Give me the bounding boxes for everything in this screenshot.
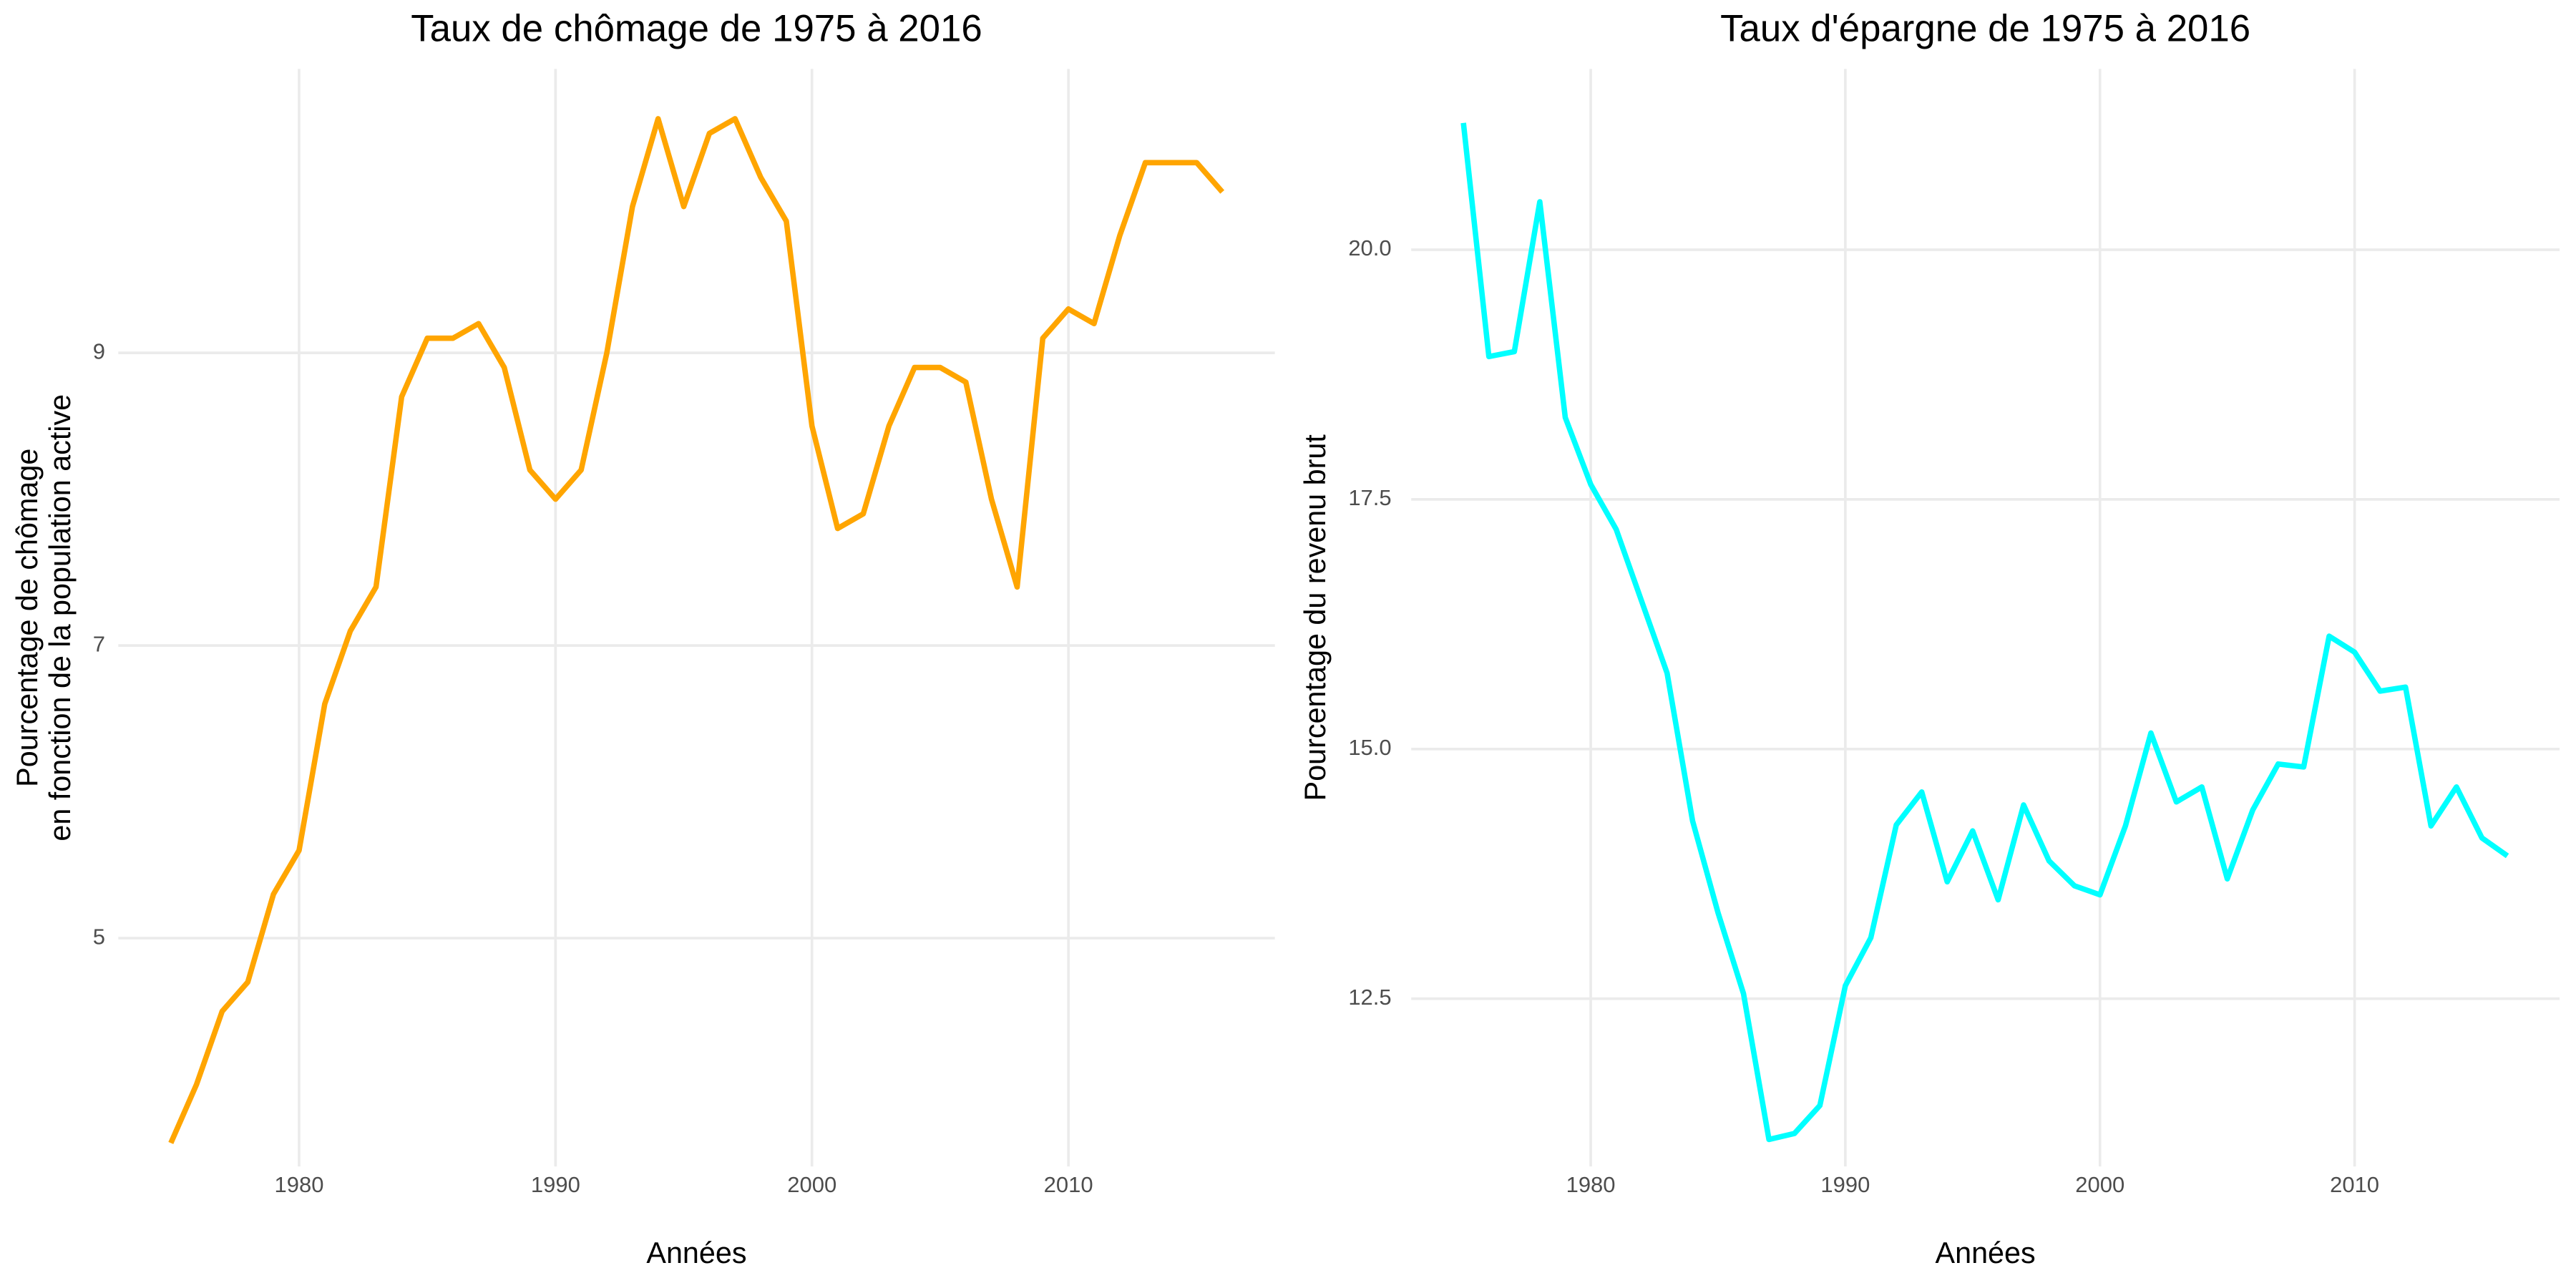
x-tick-label: 2000 bbox=[2075, 1172, 2124, 1197]
x-tick-label: 1980 bbox=[1566, 1172, 1616, 1197]
chart-title: Taux de chômage de 1975 à 2016 bbox=[411, 8, 982, 50]
x-tick-label: 2010 bbox=[1044, 1172, 1093, 1197]
x-tick-label: 2010 bbox=[2330, 1172, 2379, 1197]
y-tick-label: 9 bbox=[93, 338, 105, 364]
x-tick-label: 1990 bbox=[531, 1172, 580, 1197]
y-axis-title: Pourcentage de chômage bbox=[11, 449, 44, 787]
x-tick-label: 1980 bbox=[275, 1172, 324, 1197]
y-axis-title: en fonction de la population active bbox=[44, 394, 77, 841]
y-tick-label: 5 bbox=[93, 924, 105, 949]
y-tick-label: 7 bbox=[93, 631, 105, 656]
data-line bbox=[1460, 122, 2509, 1143]
x-tick-label: 2000 bbox=[787, 1172, 836, 1197]
y-tick-label: 15.0 bbox=[1348, 735, 1391, 760]
x-tick-label: 1990 bbox=[1820, 1172, 1870, 1197]
data-line bbox=[168, 116, 1225, 1144]
y-tick-label: 20.0 bbox=[1348, 235, 1391, 260]
chart-title: Taux d'épargne de 1975 à 2016 bbox=[1720, 8, 2250, 50]
x-axis-title: Années bbox=[1936, 1236, 2036, 1269]
y-tick-label: 17.5 bbox=[1348, 485, 1391, 510]
x-axis-title: Années bbox=[646, 1236, 746, 1269]
y-axis-title: Pourcentage du revenu brut bbox=[1299, 434, 1332, 801]
y-tick-label: 12.5 bbox=[1348, 985, 1391, 1010]
